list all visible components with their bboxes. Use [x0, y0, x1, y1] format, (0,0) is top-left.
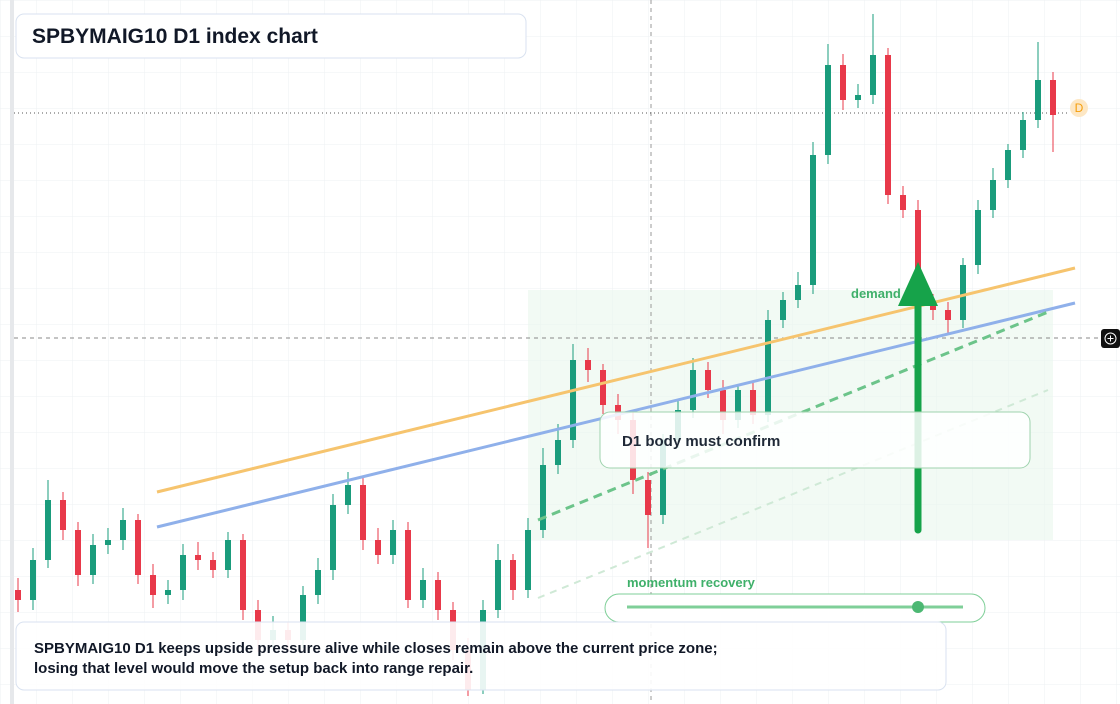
- title-box: [15, 13, 527, 59]
- candle-body: [1035, 80, 1041, 120]
- candle-body: [210, 560, 216, 570]
- candle-body: [645, 480, 651, 515]
- candle-body: [555, 440, 561, 465]
- candle-body: [600, 370, 606, 405]
- candle-body: [900, 195, 906, 210]
- summary-line: losing that level would move the setup b…: [34, 660, 473, 677]
- candle-body: [870, 55, 876, 95]
- candle-body: [855, 95, 861, 100]
- candle-body: [930, 305, 936, 310]
- candle-body: [90, 545, 96, 575]
- candle-body: [765, 320, 771, 415]
- candle-body: [315, 570, 321, 595]
- candle-body: [540, 465, 546, 530]
- crosshair-icon-plus: [1107, 335, 1114, 342]
- confirm-box: [599, 411, 1031, 469]
- candle-body: [195, 555, 201, 560]
- candle-body: [510, 560, 516, 590]
- crosshair-icon: [1104, 332, 1117, 345]
- last-badge-label: D: [1075, 101, 1084, 115]
- candle-body: [150, 575, 156, 595]
- candle-body: [240, 540, 246, 610]
- candle-body: [990, 180, 996, 210]
- candle-body: [405, 530, 411, 600]
- chart-title: SPBYMAIG10 D1 index chart: [32, 25, 318, 48]
- candle-body: [330, 505, 336, 570]
- candle-body: [825, 65, 831, 155]
- candle-body: [750, 390, 756, 415]
- summary-line: SPBYMAIG10 D1 keeps upside pressure aliv…: [34, 640, 718, 657]
- candle-body: [780, 300, 786, 320]
- candle-body: [180, 555, 186, 590]
- arrow-head: [898, 262, 938, 306]
- candle-body: [375, 540, 381, 555]
- candle-body: [735, 390, 741, 420]
- candle-body: [525, 530, 531, 590]
- candle-body: [585, 360, 591, 370]
- candle-body: [120, 520, 126, 540]
- candle-body: [495, 560, 501, 610]
- candle-body: [570, 360, 576, 440]
- candle-body: [720, 390, 726, 420]
- candle-body: [30, 560, 36, 600]
- last-badge: [1070, 99, 1088, 117]
- candle-body: [795, 285, 801, 300]
- candle-body: [1005, 150, 1011, 180]
- candle-body: [885, 55, 891, 195]
- candle-body: [960, 265, 966, 320]
- candle-body: [360, 485, 366, 540]
- candle-body: [660, 440, 666, 515]
- momentum-label: momentum recovery: [627, 575, 756, 590]
- candle-body: [1020, 120, 1026, 150]
- candle-body: [690, 370, 696, 410]
- candle-body: [345, 485, 351, 505]
- left-edge: [10, 0, 14, 704]
- candle-body: [705, 370, 711, 390]
- candle-body: [435, 580, 441, 610]
- candle-body: [105, 540, 111, 545]
- summary-box: [15, 621, 947, 691]
- candle-body: [945, 310, 951, 320]
- confirm-text: D1 body must confirm: [622, 433, 780, 450]
- candle-body: [300, 595, 306, 640]
- candle-body: [45, 500, 51, 560]
- candle-body: [225, 540, 231, 570]
- candle-body: [810, 155, 816, 285]
- candle-body: [975, 210, 981, 265]
- candle-body: [1050, 80, 1056, 115]
- candle-body: [75, 530, 81, 575]
- candle-body: [840, 65, 846, 100]
- momentum-knob: [912, 601, 924, 613]
- candle-body: [390, 530, 396, 555]
- candle-body: [135, 520, 141, 575]
- candle-body: [915, 210, 921, 305]
- candle-body: [420, 580, 426, 600]
- candle-body: [60, 500, 66, 530]
- candle-body: [165, 590, 171, 595]
- candle-body: [15, 590, 21, 600]
